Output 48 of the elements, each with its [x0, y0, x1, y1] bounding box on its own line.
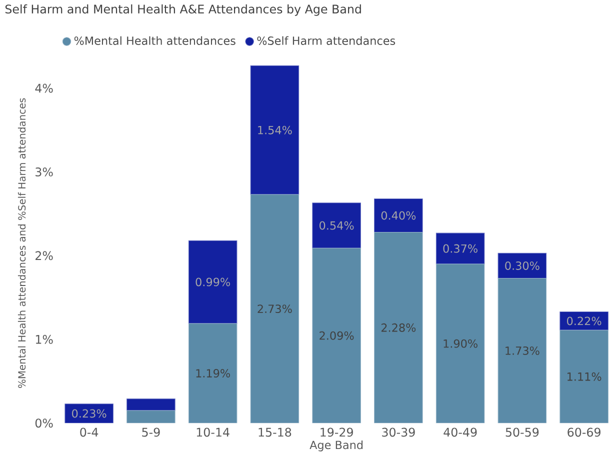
- bar: [126, 398, 176, 411]
- y-tick-label: 2%: [36, 250, 53, 260]
- data-label: 2.09%: [320, 331, 354, 340]
- bar: [436, 232, 485, 264]
- bar: [374, 232, 423, 423]
- data-label: 0.54%: [320, 221, 354, 230]
- x-tick-label: 5-9: [142, 428, 160, 437]
- bar: [188, 323, 237, 423]
- x-tick-label: 40-49: [444, 428, 477, 437]
- bar: [250, 65, 300, 195]
- y-tick-label: 3%: [36, 167, 53, 176]
- data-label: 1.11%: [568, 372, 602, 381]
- x-tick-label: 19-29: [320, 428, 353, 437]
- y-axis-title: %Mental Health attendances and %Self Harm attendances: [18, 98, 26, 388]
- y-tick-label: 0%: [35, 418, 53, 428]
- data-label: 0.23%: [72, 409, 106, 418]
- bar: [436, 264, 484, 423]
- x-axis-title: Age Band: [310, 440, 363, 452]
- x-tick-label: 60-69: [568, 428, 600, 437]
- y-tick-label: 4%: [35, 84, 53, 93]
- bar: [560, 330, 608, 423]
- data-label: 0.22%: [567, 316, 602, 326]
- data-label: 2.73%: [258, 304, 292, 313]
- data-label: 0.40%: [381, 211, 416, 220]
- data-label: 1.73%: [506, 346, 540, 355]
- x-tick-label: 0-4: [80, 428, 98, 437]
- bar: [498, 278, 546, 423]
- data-label: 1.90%: [444, 339, 478, 348]
- x-tick-label: 10-14: [196, 428, 230, 437]
- bar: [312, 248, 361, 423]
- chart-title: Self Harm and Mental Health A&E Attendances by Age Band: [5, 4, 361, 16]
- x-tick-label: 15-18: [258, 428, 292, 437]
- data-label: 0.37%: [443, 244, 478, 253]
- bar: [374, 198, 423, 232]
- legend-label: %Mental Health attendances: [74, 36, 236, 45]
- y-tick-label: 1%: [36, 334, 53, 344]
- bar: [188, 240, 238, 324]
- data-label: 1.19%: [196, 368, 230, 378]
- bar: [126, 410, 176, 423]
- bar: [312, 202, 361, 248]
- legend-label: %Self Harm attendances: [257, 36, 396, 45]
- data-label: 0.30%: [505, 261, 540, 270]
- x-tick-label: 30-39: [382, 428, 415, 437]
- bar: [250, 194, 299, 423]
- data-label: 2.28%: [381, 323, 416, 332]
- data-label: 1.54%: [258, 126, 292, 134]
- data-label: 0.99%: [196, 278, 230, 286]
- x-tick-label: 50-59: [506, 428, 539, 437]
